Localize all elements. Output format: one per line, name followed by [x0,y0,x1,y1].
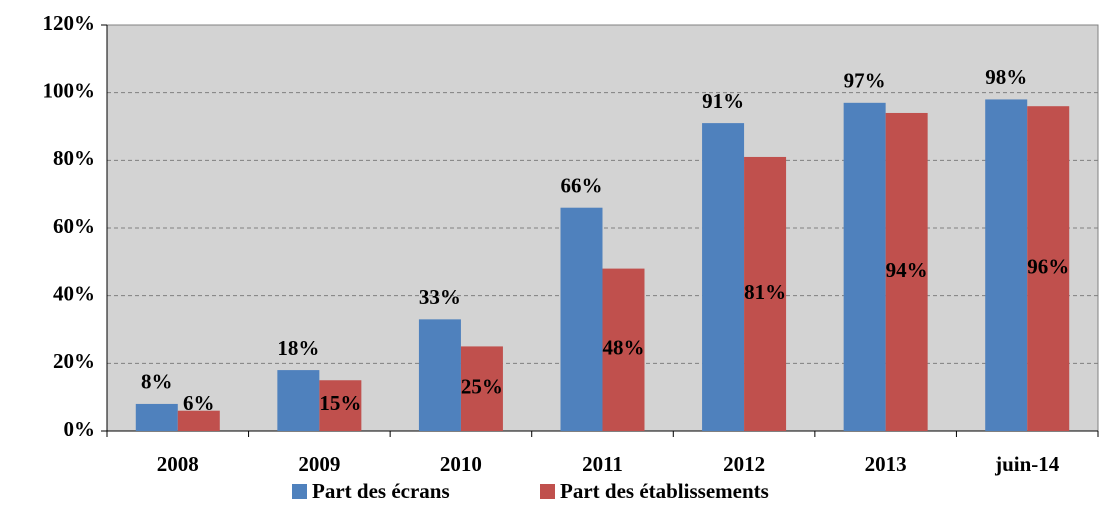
bar [843,102,886,432]
y-tick-label: 80% [53,146,95,170]
data-label: 98% [985,65,1027,89]
y-tick-label: 120% [43,11,96,35]
x-tick-label: 2010 [440,452,482,476]
bar [177,410,220,431]
bar [135,403,178,431]
bar [418,319,461,431]
bar [702,123,745,431]
data-label: 33% [419,285,461,309]
data-label: 25% [461,375,503,399]
y-tick-label: 100% [43,78,96,102]
y-tick-label: 0% [64,417,96,441]
x-tick-label: juin-14 [994,452,1060,476]
bar [460,346,503,431]
data-label: 15% [319,391,361,415]
bar [560,207,603,431]
data-label: 8% [141,370,173,394]
bar [277,370,320,431]
data-label: 48% [603,336,645,360]
bar [602,268,645,431]
data-label: 91% [702,89,744,113]
bar [1027,106,1070,431]
x-tick-label: 2011 [582,452,623,476]
y-tick-label: 20% [53,349,95,373]
bar [985,99,1028,431]
data-label: 97% [844,69,886,93]
legend-swatch [540,484,555,499]
legend-label: Part des établissements [560,479,769,503]
legend-swatch [292,484,307,499]
x-tick-label: 2012 [723,452,765,476]
data-label: 81% [744,280,786,304]
bar [319,380,362,431]
x-tick-label: 2009 [298,452,340,476]
bar [885,112,928,431]
data-label: 18% [277,336,319,360]
x-tick-label: 2013 [865,452,907,476]
y-tick-label: 40% [53,281,95,305]
data-label: 6% [183,391,215,415]
data-label: 66% [561,174,603,198]
bar [744,156,787,431]
legend-label: Part des écrans [312,479,450,503]
x-tick-label: 2008 [157,452,199,476]
data-label: 96% [1027,254,1069,278]
y-tick-label: 60% [53,214,95,238]
data-label: 94% [886,258,928,282]
